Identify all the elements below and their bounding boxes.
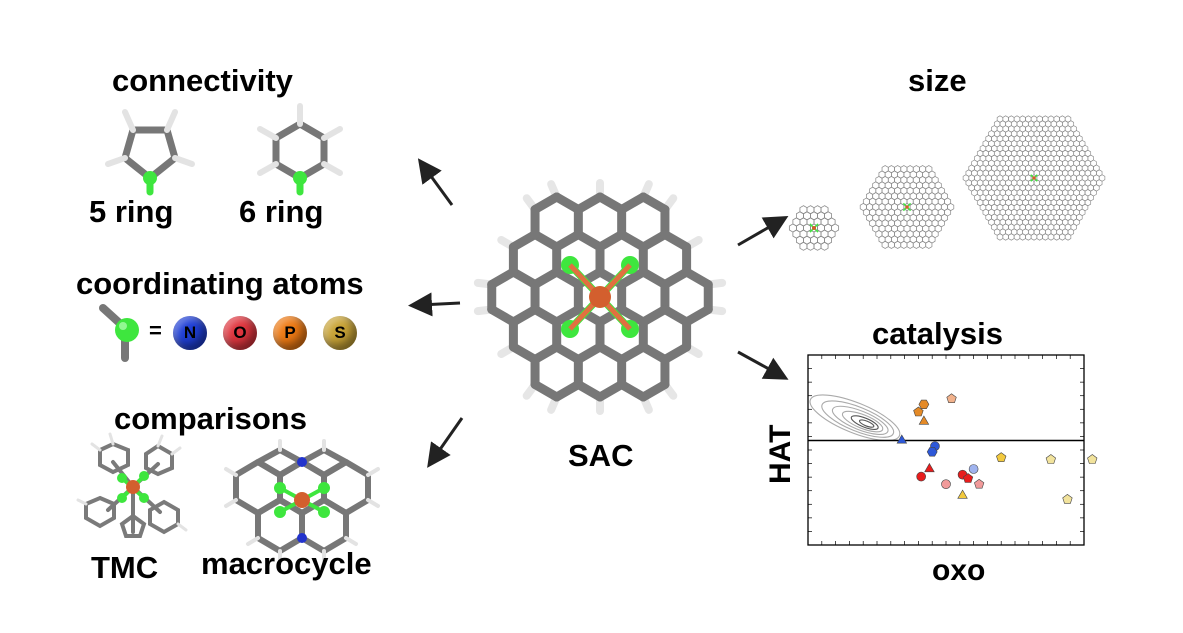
metal-atom <box>811 225 817 231</box>
carbon-bond <box>530 192 562 214</box>
connectivity-heading: connectivity <box>112 63 293 98</box>
graphene-flake-icon-large <box>962 115 1106 241</box>
density-contour <box>809 394 901 441</box>
density-contour <box>850 415 879 430</box>
oxo-axis-label: oxo <box>932 554 986 587</box>
carbon-bond <box>573 380 605 402</box>
metal-atom <box>589 286 611 308</box>
sulfur-atom-icon: S <box>323 316 357 350</box>
oxygen-atom-icon: O <box>223 316 257 350</box>
data-point-triangle <box>957 489 968 499</box>
data-point-circle <box>941 479 951 489</box>
data-point-pentagon <box>996 452 1007 462</box>
pyridine-icon <box>257 103 343 196</box>
data-point-pentagon <box>974 478 985 489</box>
arrow-icon-comparisons <box>427 417 464 468</box>
catalysis-chart <box>807 354 1098 546</box>
data-point-triangle <box>918 415 930 425</box>
graphene-lattice <box>962 115 1106 241</box>
data-point-pentagon <box>1062 494 1073 504</box>
graphene-lattice <box>788 205 840 251</box>
tmc-icon <box>76 432 188 538</box>
phosphorus-atom-icon: P <box>273 316 307 350</box>
arrow-icon-connectivity <box>417 158 454 206</box>
hex-cell <box>831 223 840 233</box>
metal-atom <box>1032 176 1036 180</box>
atom-symbol-o: O <box>233 323 247 342</box>
carbon-bond <box>660 342 692 364</box>
tmc-label: TMC <box>91 550 159 585</box>
sac-icon <box>473 179 727 415</box>
data-point-pentagon <box>962 473 974 483</box>
data-point-circle <box>968 464 979 474</box>
atom-symbol-s: S <box>334 323 346 342</box>
density-contour <box>858 419 875 428</box>
macrocycle-label: macrocycle <box>201 546 372 581</box>
data-point-hexagon <box>918 399 930 410</box>
density-contour <box>821 400 895 438</box>
catalysis-title: catalysis <box>872 316 1003 351</box>
arrow-icon-catalysis <box>737 350 789 380</box>
hex-cell <box>1098 174 1106 182</box>
ring5-label: 5 ring <box>89 194 174 229</box>
carbon-bond <box>682 305 713 327</box>
pyrrole-icon <box>105 109 195 196</box>
hat-axis-label: HAT <box>764 424 797 484</box>
carbon-bond <box>617 380 648 402</box>
metal-atom <box>905 205 909 209</box>
density-contour <box>841 410 884 433</box>
nitrogen-atom-icon: N <box>173 316 207 350</box>
hex-cell <box>947 202 955 212</box>
ring6-label: 6 ring <box>239 194 324 229</box>
graphene-lattice <box>859 165 955 249</box>
data-point-pentagon <box>1087 454 1098 464</box>
data-point-hexagon <box>926 447 938 457</box>
data-point-pentagon <box>1045 454 1056 464</box>
comparisons-heading: comparisons <box>114 401 307 436</box>
data-point-pentagon <box>913 406 924 417</box>
graphene-flake-icon-medium <box>859 165 955 249</box>
coordinating-atoms-heading: coordinating atoms <box>76 266 364 301</box>
arrow-icon-size <box>737 216 789 247</box>
density-contour <box>831 405 889 436</box>
arrow-icon-coordinating <box>408 292 461 317</box>
carbon-bond <box>573 192 605 214</box>
graphene-flake-icon-small <box>788 205 840 251</box>
carbon-bond <box>617 192 648 214</box>
ligand-stub-icon <box>99 304 139 362</box>
sac-label: SAC <box>568 438 634 473</box>
data-point-triangle <box>924 462 935 473</box>
size-heading: size <box>908 63 967 98</box>
plot-frame <box>807 354 1085 546</box>
data-point-triangle <box>896 434 908 444</box>
atom-symbol-p: P <box>284 323 296 342</box>
equals-sign: = <box>149 318 162 343</box>
macrocycle-icon <box>224 439 380 562</box>
data-point-circle <box>916 471 926 482</box>
data-point-pentagon <box>946 393 957 404</box>
atom-symbol-n: N <box>183 323 197 342</box>
